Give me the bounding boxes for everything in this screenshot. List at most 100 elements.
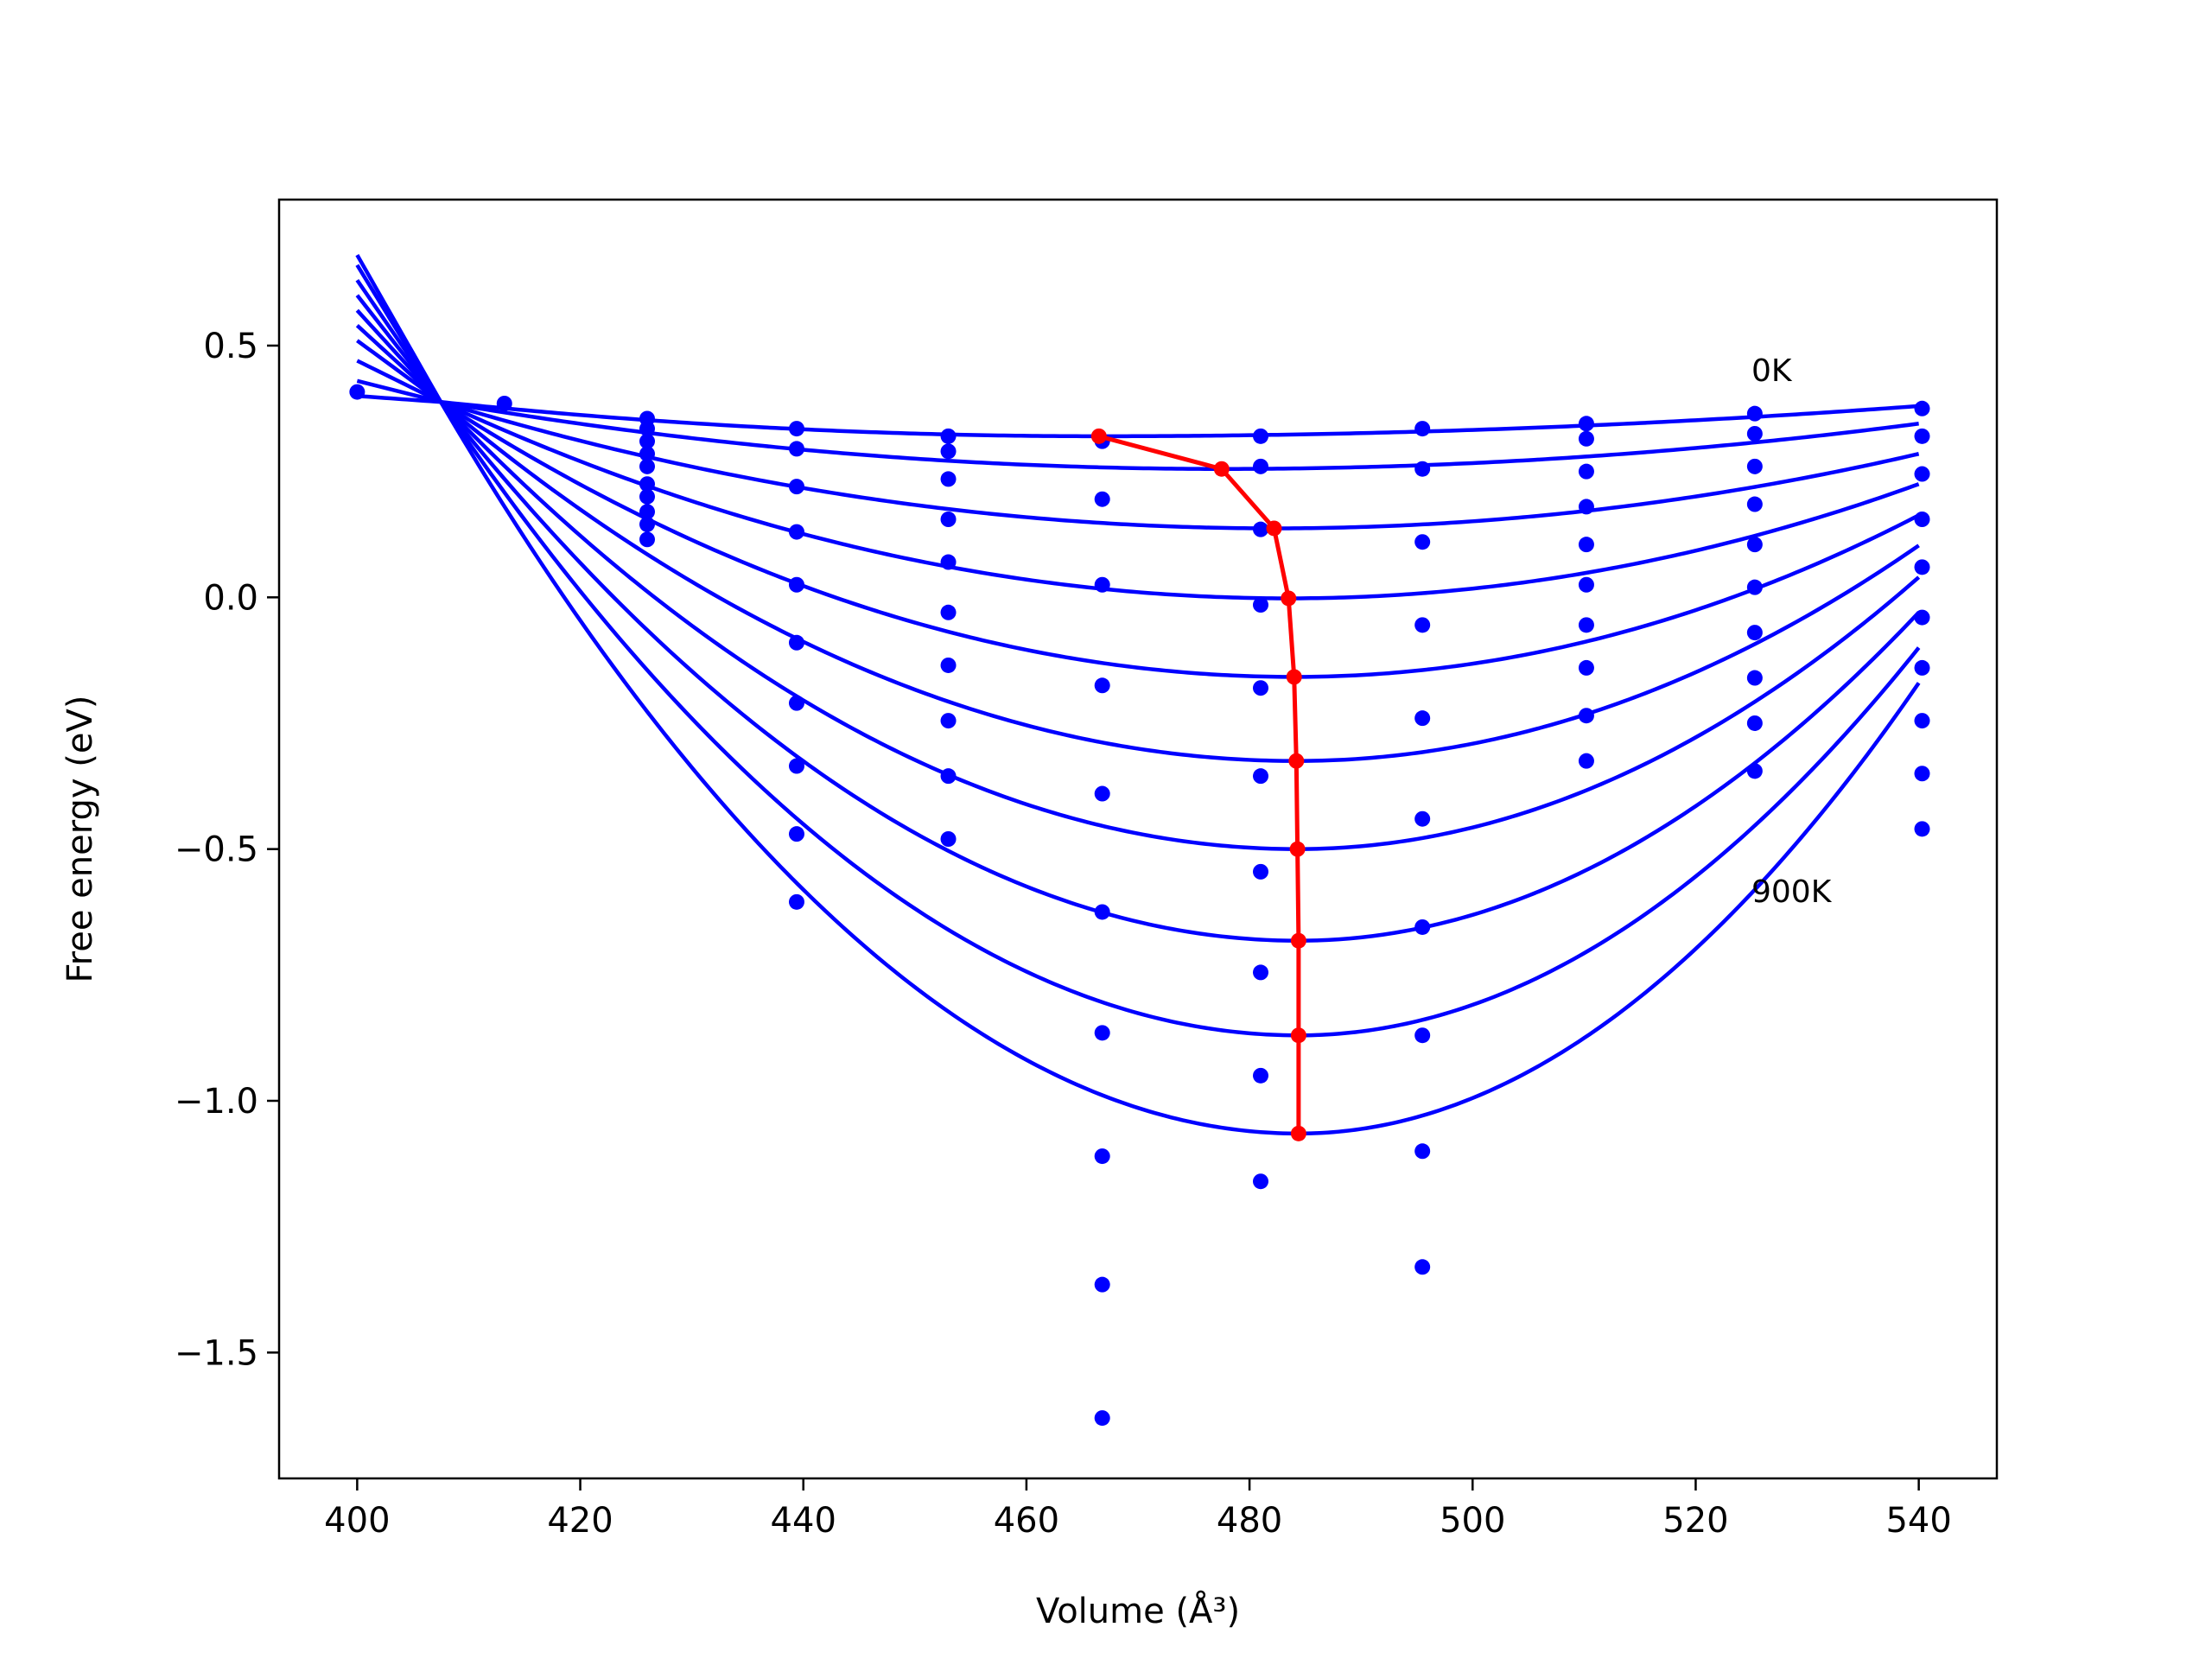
plot-frame: [277, 198, 1999, 1480]
x-tick-label: 460: [994, 1501, 1059, 1541]
data-point: [788, 695, 804, 711]
data-point: [1094, 1410, 1110, 1427]
fit-curves: [355, 253, 1921, 1136]
fit-curve-300K: [356, 339, 1920, 601]
data-point: [788, 524, 804, 540]
data-point: [1094, 576, 1110, 593]
annotation-label: 900K: [1751, 874, 1833, 910]
data-point: [1578, 430, 1594, 447]
data-point: [1094, 1276, 1110, 1293]
data-point: [1578, 659, 1594, 676]
data-point: [1914, 466, 1930, 482]
x-tick-label: 500: [1440, 1501, 1505, 1541]
fit-curve-500K: [355, 308, 1920, 763]
data-point: [1914, 713, 1930, 729]
data-point: [1414, 1259, 1431, 1275]
minimum-point: [1213, 461, 1230, 477]
data-point: [1746, 670, 1763, 686]
y-tick-label: −0.5: [175, 830, 258, 870]
fit-curve-100K: [356, 378, 1919, 471]
data-point: [1746, 405, 1763, 422]
data-point: [788, 826, 804, 842]
minimum-point: [1290, 1125, 1306, 1141]
y-tick-label: −1.5: [175, 1333, 258, 1373]
data-point: [1414, 1143, 1431, 1160]
minimum-point: [1290, 932, 1306, 949]
data-point: [1914, 609, 1930, 626]
minimum-point: [1290, 1027, 1306, 1044]
data-point: [788, 893, 804, 910]
data-point: [940, 428, 957, 444]
fit-curve-400K: [355, 324, 1920, 679]
data-point: [1746, 425, 1763, 442]
data-point: [639, 458, 655, 474]
data-point: [1578, 617, 1594, 633]
data-point: [639, 446, 655, 462]
data-point: [788, 479, 804, 495]
data-point: [1578, 576, 1594, 593]
fit-curve-900K: [355, 253, 1921, 1136]
x-axis-label: Volume (Å³): [1036, 1590, 1240, 1631]
minimum-point: [1090, 428, 1107, 444]
data-point: [639, 421, 655, 437]
fit-curve-800K: [355, 264, 1921, 1038]
data-point: [940, 768, 957, 785]
data-point: [1578, 463, 1594, 480]
data-point: [1253, 768, 1268, 785]
data-point: [1253, 428, 1268, 444]
data-point: [1914, 428, 1930, 444]
data-point: [940, 657, 957, 673]
minimum-point: [1288, 753, 1305, 769]
data-point: [1914, 512, 1930, 527]
x-tick-label: 540: [1885, 1501, 1951, 1541]
data-point: [1094, 677, 1110, 694]
data-point: [1746, 715, 1763, 731]
x-axis-ticks: 400 420 440 460 480 500 520 540: [324, 1478, 1952, 1541]
data-point: [1746, 579, 1763, 595]
data-point: [788, 576, 804, 593]
data-point: [496, 395, 512, 411]
x-tick-label: 420: [547, 1501, 613, 1541]
data-point: [940, 554, 957, 570]
fit-curve-0K: [357, 393, 1919, 439]
data-point: [639, 504, 655, 520]
x-tick-label: 440: [771, 1501, 836, 1541]
data-point: [940, 443, 957, 460]
data-point: [1253, 964, 1268, 981]
data-point: [639, 488, 655, 505]
data-point: [1253, 1067, 1268, 1084]
data-point: [1094, 491, 1110, 507]
minimum-point: [1281, 590, 1297, 607]
data-point: [1094, 904, 1110, 920]
minimum-point: [1266, 520, 1282, 537]
data-point: [1578, 753, 1594, 769]
data-point: [1914, 400, 1930, 416]
data-point: [639, 531, 655, 548]
data-point: [1746, 458, 1763, 474]
y-axis-label: Free energy (eV): [60, 696, 100, 983]
minimum-path: [1090, 428, 1306, 1141]
fit-curve-700K: [355, 278, 1921, 943]
data-points: [349, 384, 1930, 1427]
data-point: [639, 433, 655, 449]
data-point: [1253, 458, 1268, 474]
y-tick-label: −1.0: [175, 1082, 258, 1122]
data-point: [1414, 918, 1431, 935]
minimum-line: [1098, 434, 1301, 1134]
data-point: [1094, 785, 1110, 802]
data-point: [940, 831, 957, 847]
x-tick-label: 400: [324, 1501, 390, 1541]
fit-curve-200K: [356, 359, 1920, 531]
data-point: [1914, 559, 1930, 575]
x-tick-label: 480: [1217, 1501, 1282, 1541]
data-point: [1746, 537, 1763, 553]
x-tick-label: 520: [1662, 1501, 1728, 1541]
data-point: [1253, 1173, 1268, 1190]
data-point: [788, 441, 804, 457]
data-point: [1746, 496, 1763, 512]
data-point: [1253, 863, 1268, 880]
data-point: [1414, 1027, 1431, 1044]
annotations: 0K 900K: [1751, 353, 1833, 910]
data-point: [788, 421, 804, 437]
data-point: [1253, 597, 1268, 613]
